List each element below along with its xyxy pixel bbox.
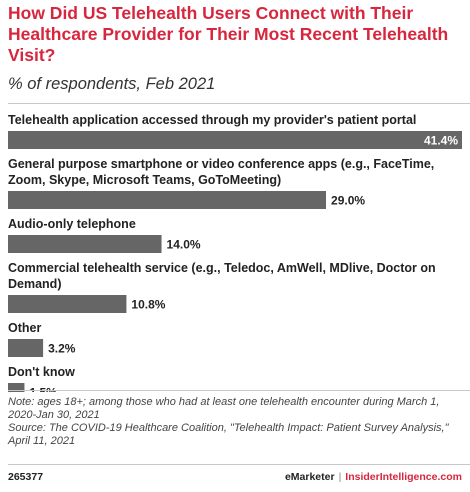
brand-emarketer: eMarketer (284, 471, 335, 483)
value-label: 3.2% (48, 342, 76, 356)
value-label: 1.5% (29, 386, 57, 393)
category-label: Other (8, 321, 41, 335)
note-text: Note: ages 18+; among those who had at l… (8, 396, 440, 421)
chart-id: 265377 (8, 471, 44, 483)
category-label: Demand) (8, 277, 61, 291)
bar (8, 339, 44, 357)
value-label: 41.4% (424, 134, 458, 148)
category-label: Audio-only telephone (8, 217, 136, 231)
bar (8, 383, 25, 392)
bar-chart: Telehealth application accessed through … (8, 113, 462, 393)
value-label: 29.0% (331, 194, 365, 208)
bar (8, 191, 327, 209)
value-label: 14.0% (167, 238, 201, 252)
notes-divider (8, 390, 470, 391)
bar (8, 131, 462, 149)
brand-credit: eMarketer | InsiderIntelligence.com (285, 471, 462, 483)
brand-insider-intelligence: InsiderIntelligence.com (345, 471, 462, 483)
source-text: Source: The COVID-19 Healthcare Coalitio… (8, 422, 449, 447)
chart-title: How Did US Telehealth Users Connect with… (8, 3, 449, 65)
category-label: Telehealth application accessed through … (8, 113, 416, 127)
category-label: Commercial telehealth service (e.g., Tel… (8, 261, 436, 275)
brand-separator: | (338, 471, 342, 483)
category-label: General purpose smartphone or video conf… (8, 157, 434, 171)
category-label: Zoom, Skype, Microsoft Teams, GoToMeetin… (8, 173, 281, 187)
chart-notes: Note: ages 18+; among those who had at l… (8, 396, 463, 448)
value-label: 10.8% (131, 298, 165, 312)
bar (8, 295, 127, 313)
top-divider (8, 103, 470, 104)
bar (8, 235, 162, 253)
footer-divider (8, 464, 470, 465)
category-label: Don't know (8, 365, 75, 379)
chart-subtitle: % of respondents, Feb 2021 (8, 75, 216, 93)
